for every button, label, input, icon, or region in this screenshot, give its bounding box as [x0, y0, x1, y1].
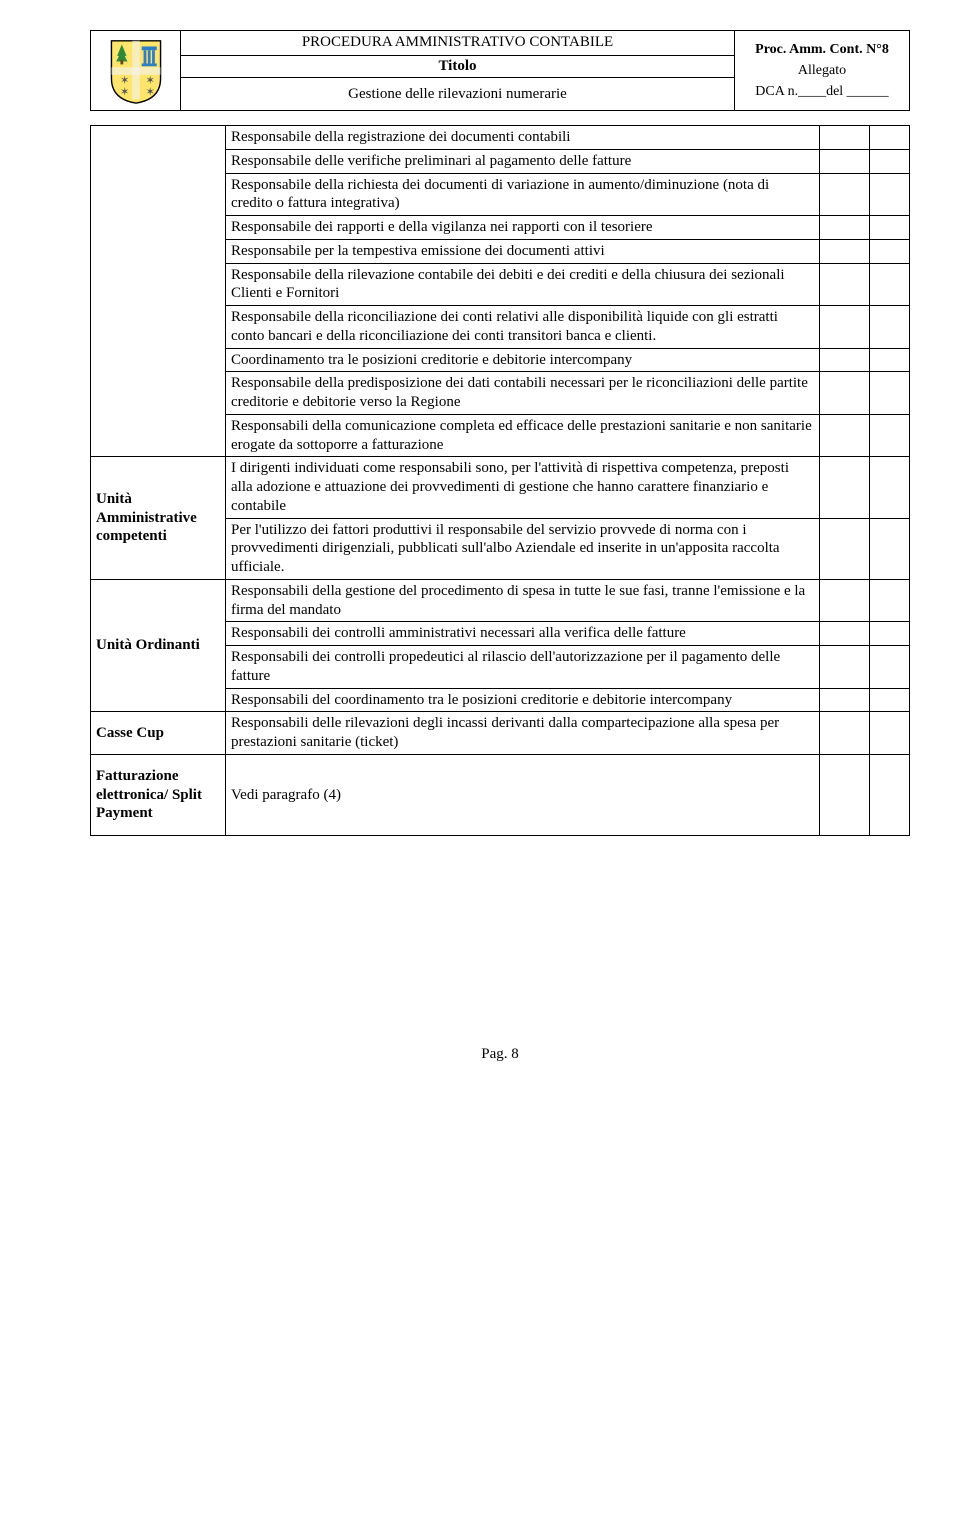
- row-label-cell: Casse Cup: [91, 712, 226, 755]
- row-text: Responsabile della richiesta dei documen…: [226, 173, 820, 216]
- row-col2: [820, 126, 870, 150]
- row-label-cell: Unità Ordinanti: [91, 579, 226, 712]
- page-footer: Pag. 8: [90, 1046, 910, 1063]
- row-text: Responsabili della comunicazione complet…: [226, 414, 820, 457]
- header-proc-title: PROCEDURA AMMINISTRATIVO CONTABILE: [181, 31, 735, 56]
- row-text: Responsabile della predisposizione dei d…: [226, 372, 820, 415]
- row-text: Responsabile della riconciliazione dei c…: [226, 306, 820, 349]
- row-label-cell: [91, 126, 226, 457]
- document-header: ✶ ✶ ✶ ✶ PROCEDURA AMMINISTRATIVO CONTABI…: [90, 30, 910, 111]
- table-row: Responsabile della registrazione dei doc…: [91, 126, 910, 150]
- shield-logo-icon: ✶ ✶ ✶ ✶: [107, 37, 165, 105]
- header-titolo-label: Titolo: [181, 55, 735, 78]
- svg-text:✶: ✶: [119, 75, 129, 87]
- row-text: Per l'utilizzo dei fattori produttivi il…: [226, 518, 820, 579]
- svg-text:✶: ✶: [145, 86, 155, 98]
- row-text: Responsabile per la tempestiva emissione…: [226, 239, 820, 263]
- header-proc-no: Proc. Amm. Cont. N°8: [741, 39, 903, 60]
- row-text: Responsabile della registrazione dei doc…: [226, 126, 820, 150]
- row-text: Responsabili dei controlli propedeutici …: [226, 646, 820, 689]
- row-text: Responsabili delle rilevazioni degli inc…: [226, 712, 820, 755]
- responsibilities-table: Responsabile della registrazione dei doc…: [90, 125, 910, 836]
- svg-text:✶: ✶: [145, 75, 155, 87]
- table-row: Unità Ordinanti Responsabili della gesti…: [91, 579, 910, 622]
- row-text: Responsabili del coordinamento tra le po…: [226, 688, 820, 712]
- row-text: I dirigenti individuati come responsabil…: [226, 457, 820, 518]
- row-text: Responsabili della gestione del procedim…: [226, 579, 820, 622]
- header-subtitle: Gestione delle rilevazioni numerarie: [181, 78, 735, 111]
- row-text: Vedi paragrafo (4): [226, 754, 820, 835]
- table-row: Casse Cup Responsabili delle rilevazioni…: [91, 712, 910, 755]
- table-row: Fatturazione elettronica/ Split Payment …: [91, 754, 910, 835]
- row-text: Responsabili dei controlli amministrativ…: [226, 622, 820, 646]
- row-col3: [870, 126, 910, 150]
- row-text: Responsabile delle verifiche preliminari…: [226, 149, 820, 173]
- header-dca: DCA n.____del ______: [741, 81, 903, 102]
- header-allegato: Allegato: [741, 60, 903, 81]
- row-text: Responsabile dei rapporti e della vigila…: [226, 216, 820, 240]
- table-row: Unità Amministrative competenti I dirige…: [91, 457, 910, 518]
- row-label-cell: Unità Amministrative competenti: [91, 457, 226, 580]
- svg-text:✶: ✶: [119, 86, 129, 98]
- logo-cell: ✶ ✶ ✶ ✶: [91, 31, 181, 111]
- row-text: Coordinamento tra le posizioni creditori…: [226, 348, 820, 372]
- row-label-cell: Fatturazione elettronica/ Split Payment: [91, 754, 226, 835]
- header-right-box: Proc. Amm. Cont. N°8 Allegato DCA n.____…: [735, 31, 910, 111]
- row-text: Responsabile della rilevazione contabile…: [226, 263, 820, 306]
